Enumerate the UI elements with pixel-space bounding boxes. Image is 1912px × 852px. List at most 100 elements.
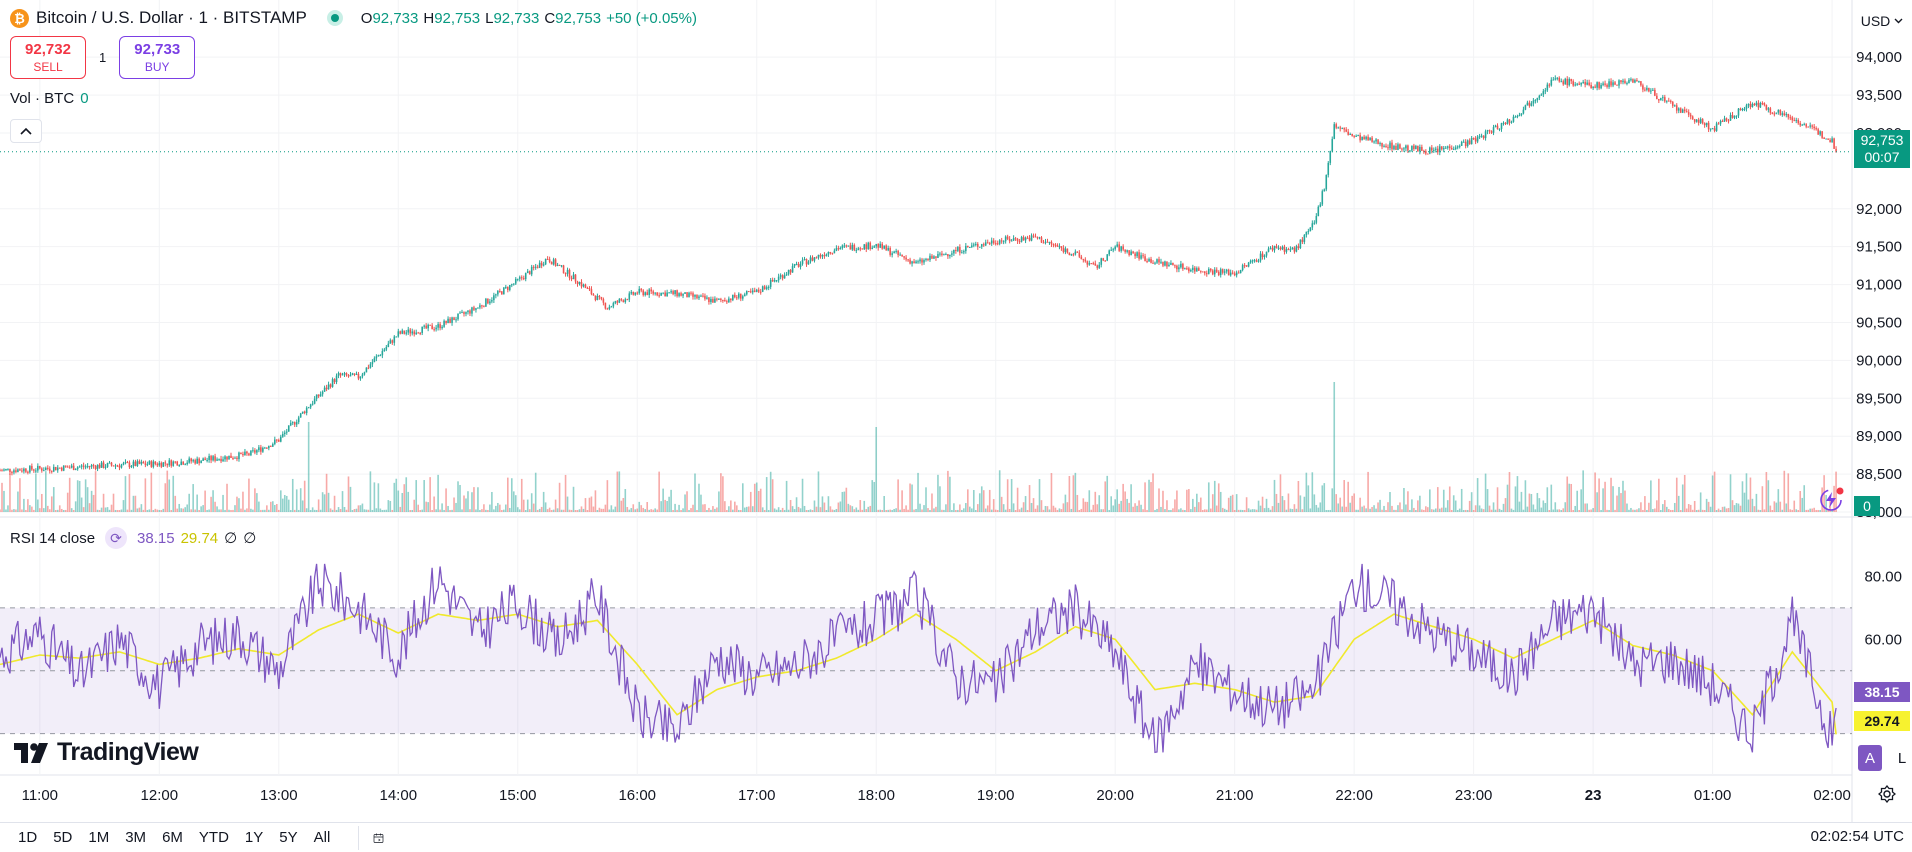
range-button-3m[interactable]: 3M xyxy=(125,829,147,846)
volume-bar xyxy=(963,508,965,512)
volume-bar xyxy=(437,474,439,512)
collapse-legend-button[interactable] xyxy=(10,119,42,143)
bottom-toolbar: 1D 5D 1M 3M 6M YTD 1Y 5Y All 02:02:54 UTC xyxy=(0,822,1912,852)
volume-bar xyxy=(74,501,77,512)
volume-bar xyxy=(1755,493,1758,512)
low-value: 92,733 xyxy=(493,9,540,27)
range-button-5d[interactable]: 5D xyxy=(53,829,73,846)
candle-body xyxy=(1184,268,1186,270)
log-scale-button[interactable]: L xyxy=(1897,749,1907,767)
volume-bar xyxy=(1148,479,1150,512)
candle-body xyxy=(152,461,155,467)
volume-bar xyxy=(1219,491,1222,512)
candle-body xyxy=(1371,137,1373,142)
volume-bar xyxy=(443,509,445,512)
volume-bar xyxy=(501,509,503,512)
volume-bar xyxy=(1524,480,1527,512)
rsi-legend[interactable]: RSI 14 close ⟳ 38.15 29.74 ∅ ∅ xyxy=(10,527,256,549)
range-button-ytd[interactable]: YTD xyxy=(198,829,229,846)
volume-bar xyxy=(295,489,298,512)
tradingview-logo[interactable]: TradingView xyxy=(14,738,199,767)
go-to-date-button[interactable] xyxy=(358,825,384,850)
candle-body xyxy=(570,277,573,280)
auto-scale-button[interactable]: A xyxy=(1858,745,1882,771)
volume-bar xyxy=(881,509,883,512)
candle-body xyxy=(1198,268,1200,271)
volume-bar xyxy=(1783,470,1786,512)
volume-bar xyxy=(319,509,322,512)
candle-body xyxy=(112,465,115,467)
volume-bar xyxy=(582,508,585,512)
candle-body xyxy=(1166,261,1168,267)
volume-bar xyxy=(1341,506,1344,512)
candle-body xyxy=(439,324,441,329)
candle-body xyxy=(144,463,147,465)
flash-alert-icon[interactable] xyxy=(1816,484,1846,514)
candle-body xyxy=(1178,267,1180,270)
refresh-icon[interactable]: ⟳ xyxy=(105,527,128,549)
candle-body xyxy=(1162,261,1164,266)
volume-bar xyxy=(272,501,274,512)
settings-gear-icon[interactable] xyxy=(1876,783,1898,805)
candle-body xyxy=(871,247,874,249)
buy-button[interactable]: 92,733 BUY xyxy=(119,36,196,79)
volume-bar xyxy=(234,505,236,512)
range-button-6m[interactable]: 6M xyxy=(162,829,183,846)
candle-body xyxy=(1313,222,1316,224)
volume-bar xyxy=(405,477,408,512)
volume-bar xyxy=(558,482,561,512)
candle-body xyxy=(732,294,734,301)
buy-label: BUY xyxy=(144,60,170,74)
range-button-1d[interactable]: 1D xyxy=(18,829,38,846)
volume-bar xyxy=(1518,501,1521,512)
candle-body xyxy=(901,254,903,257)
candle-body xyxy=(1578,83,1580,85)
candle-body xyxy=(441,326,443,329)
candle-body xyxy=(1749,103,1752,107)
volume-bar xyxy=(1685,508,1688,512)
volume-bar xyxy=(1620,493,1622,512)
candle-body xyxy=(1231,272,1234,274)
volume-bar xyxy=(146,509,149,512)
candle-body xyxy=(266,447,268,449)
range-button-1y[interactable]: 1Y xyxy=(244,829,264,846)
volume-bar xyxy=(1030,503,1033,512)
range-button-1m[interactable]: 1M xyxy=(88,829,110,846)
volume-bar xyxy=(27,499,29,512)
utc-clock[interactable]: 02:02:54 UTC xyxy=(1810,828,1904,845)
volume-bar xyxy=(542,491,545,512)
volume-bar xyxy=(976,504,979,512)
candle-body xyxy=(680,293,682,296)
candle-body xyxy=(1086,261,1089,265)
candle-body xyxy=(1299,239,1302,249)
volume-bar xyxy=(1598,478,1600,512)
volume-bar xyxy=(1488,505,1491,512)
range-button-5y[interactable]: 5Y xyxy=(279,829,298,846)
volume-bar xyxy=(1198,502,1200,512)
price-chart-canvas[interactable]: 11:00 12:00 13:00 14:00 15:00 16:00 17:00 18:00… xyxy=(0,0,1912,822)
candle-body xyxy=(1022,237,1025,241)
sell-button[interactable]: 92,732 SELL xyxy=(10,36,86,79)
candle-body xyxy=(50,470,53,472)
candle-body xyxy=(192,460,194,462)
candle-body xyxy=(1456,146,1459,148)
volume-legend[interactable]: Vol · BTC 0 xyxy=(10,90,89,107)
volume-bar xyxy=(520,478,523,512)
candle-body xyxy=(598,296,601,298)
candle-body xyxy=(1393,145,1395,150)
volume-bar xyxy=(1309,508,1312,512)
currency-select[interactable]: USD xyxy=(1856,6,1908,36)
candle-body xyxy=(1590,85,1592,89)
candle-body xyxy=(1789,117,1792,119)
candle-body xyxy=(1675,105,1678,111)
symbol-legend[interactable]: ₿ Bitcoin / U.S. Dollar · 1 · BITSTAMP O… xyxy=(10,7,697,29)
range-button-all[interactable]: All xyxy=(313,829,331,846)
volume-bar xyxy=(1610,477,1612,512)
volume-bar xyxy=(787,509,790,512)
candle-body xyxy=(1285,249,1288,252)
candle-body xyxy=(969,247,971,249)
volume-bar xyxy=(1247,508,1250,512)
volume-bar xyxy=(1076,494,1079,512)
symbol-title[interactable]: Bitcoin / U.S. Dollar · 1 · BITSTAMP xyxy=(36,8,307,27)
